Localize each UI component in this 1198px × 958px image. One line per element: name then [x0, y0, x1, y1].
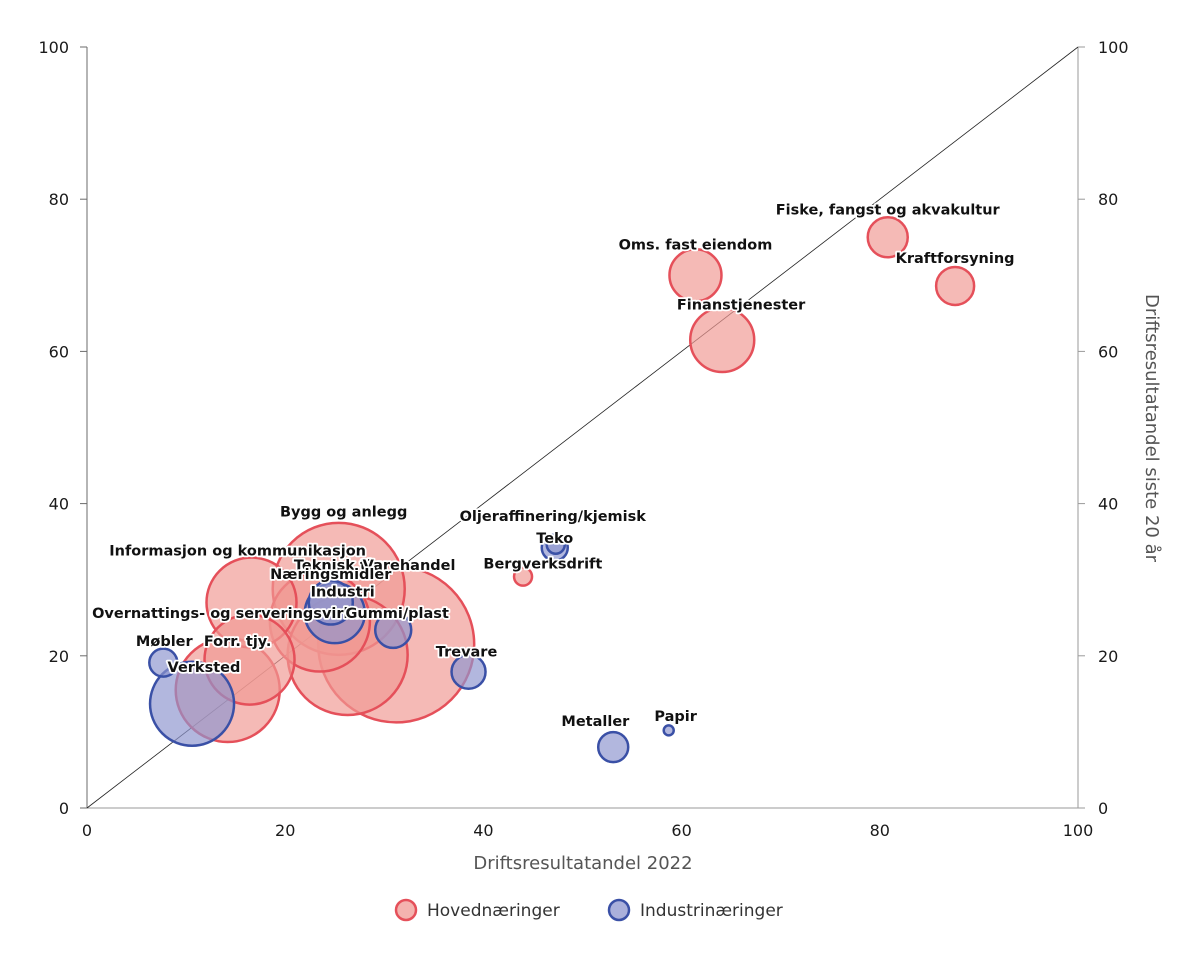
- x-tick-label: 80: [870, 821, 890, 840]
- bubble-label: Trevare: [436, 645, 498, 661]
- bubble-gummi-plast: [373, 610, 413, 650]
- y-tick-label-left: 0: [59, 799, 69, 818]
- bubble-label: Industri: [311, 584, 375, 600]
- legend: Hovednæringer Industrinæringer: [394, 898, 783, 922]
- y-tick-label-right: 80: [1098, 190, 1118, 209]
- legend-label-hoved: Hovednæringer: [427, 901, 560, 921]
- bubble-label: Fiske, fangst og akvakultur: [776, 202, 1001, 218]
- bubble-label: Bygg og anlegg: [280, 505, 407, 521]
- x-tick-label: 60: [671, 821, 691, 840]
- bubble-metaller: [596, 730, 630, 764]
- bubble-label: Papir: [654, 709, 697, 725]
- x-tick-label: 40: [473, 821, 493, 840]
- y-tick-label-left: 100: [38, 38, 69, 57]
- bubble-label: Oljeraffinering/kjemisk: [460, 509, 647, 525]
- bubble-fiske-fangst-og-akvakultur: [866, 216, 909, 259]
- bubbles-group: [148, 216, 976, 764]
- bubble-næringsmidler: [307, 579, 355, 626]
- legend-marker-hoved: [394, 898, 418, 922]
- bubble-label: Teknisk tjy.: [294, 558, 386, 574]
- bubble-kraftforsyning: [934, 265, 976, 307]
- bubble-label: Informasjon og kommunikasjon: [109, 543, 366, 559]
- y-tick-label-right: 60: [1098, 342, 1118, 361]
- legend-label-industri: Industrinæringer: [640, 901, 783, 921]
- y-tick-label-left: 60: [49, 342, 69, 361]
- bubble-trevare: [450, 653, 487, 691]
- x-tick-label: 20: [275, 821, 295, 840]
- bubble-label: Bergverksdrift: [483, 556, 602, 572]
- bubble-label: Overnattings- og serveringsvirks.: [92, 606, 367, 622]
- bubble-papir: [662, 724, 675, 737]
- bubble-label: Varehandel: [363, 558, 456, 574]
- plot-frame: [86, 47, 1079, 809]
- x-axis-title: Driftsresultatandel 2022: [473, 853, 692, 874]
- bubble-møbler: [148, 647, 179, 678]
- bubble-teko: [545, 534, 566, 555]
- bubble-label: Verksted: [168, 660, 241, 676]
- legend-marker-industri: [607, 898, 631, 922]
- y-tick-label-right: 100: [1098, 38, 1129, 57]
- y-axis-title-right: Driftsresultatandel siste 20 år: [1141, 294, 1162, 563]
- bubble-label: Teko: [536, 531, 573, 547]
- bubble-label: Kraftforsyning: [896, 251, 1015, 267]
- bubble-oms-fast-eiendom: [668, 248, 723, 303]
- bubble-label: Forr. tjy.: [204, 634, 272, 650]
- bubble-labels-group: Fiske, fangst og akvakultur Kraftforsynin…: [90, 201, 1016, 732]
- y-tick-label-right: 0: [1098, 799, 1108, 818]
- x-tick-label: 100: [1063, 821, 1094, 840]
- bubble-label: Oms. fast eiendom: [619, 237, 773, 253]
- x-tick-label: 0: [82, 821, 92, 840]
- y-tick-label-left: 40: [49, 495, 69, 514]
- bubble-label: Gummi/plast: [345, 606, 448, 622]
- y-tick-label-right: 40: [1098, 495, 1118, 514]
- y-tick-label-right: 20: [1098, 647, 1118, 666]
- bubble-label: Metaller: [561, 714, 630, 730]
- y-tick-label-left: 20: [49, 647, 69, 666]
- bubble-label: Næringsmidler: [270, 567, 392, 583]
- bubble-label: Møbler: [136, 634, 194, 650]
- y-tick-label-left: 80: [49, 190, 69, 209]
- bubble-bergverksdrift: [512, 566, 534, 587]
- bubble-verksted: [148, 660, 236, 747]
- bubble-label: Finanstjenester: [677, 298, 806, 314]
- bubble-finanstjenester: [688, 306, 756, 374]
